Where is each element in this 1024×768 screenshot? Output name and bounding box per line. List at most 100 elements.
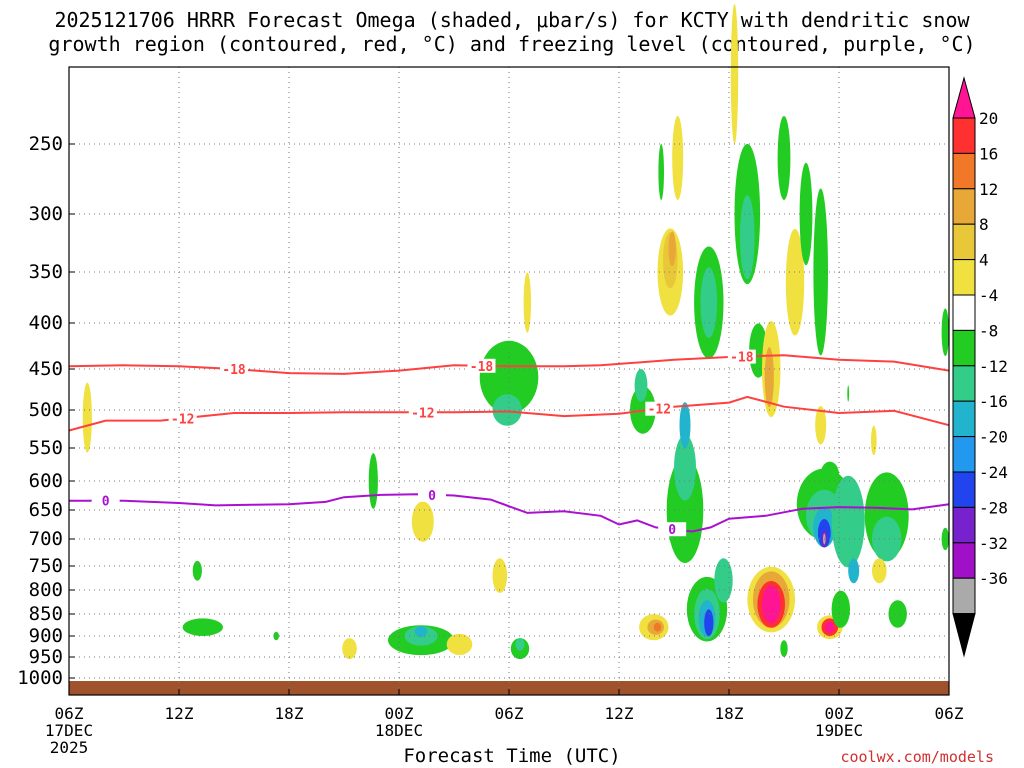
colorbar: 20 16 12 8 4 -4 -8 -12 -16 -20 -24 -28 -32 -36 bbox=[952, 76, 1008, 658]
omega-shade-64 bbox=[831, 475, 865, 568]
colorbar-label: -12 bbox=[979, 357, 1008, 376]
colorbar-bin bbox=[952, 152, 976, 190]
omega-shade-44 bbox=[762, 585, 781, 624]
y-tick-label: 300 bbox=[29, 203, 63, 225]
x-tick-label: 18Z bbox=[715, 704, 744, 723]
contour-label-bg bbox=[91, 493, 120, 508]
colorbar-label: 16 bbox=[979, 144, 998, 163]
colorbar-bin bbox=[952, 471, 976, 508]
colorbar-label: -8 bbox=[979, 321, 998, 340]
x-tick-label: 18Z bbox=[275, 704, 304, 723]
y-tick-label: 600 bbox=[29, 470, 63, 492]
omega-shade-22 bbox=[653, 622, 662, 632]
omega-shade-39 bbox=[740, 195, 755, 280]
x-tick-label: 12Z bbox=[605, 704, 634, 723]
omega-shade-63 bbox=[831, 590, 850, 628]
x-tick-label: 06Z bbox=[55, 704, 84, 723]
omega-shade-0 bbox=[82, 382, 92, 453]
y-tick-label: 450 bbox=[29, 358, 63, 380]
x-tick-label: 06Z bbox=[935, 704, 964, 723]
chart-title-line-2: growth region (contoured, red, °C) and f… bbox=[48, 32, 976, 56]
colorbar-label: -20 bbox=[979, 428, 1008, 447]
colorbar-bin bbox=[952, 259, 976, 296]
omega-shade-62 bbox=[820, 461, 839, 488]
omega-shade-11 bbox=[492, 558, 508, 593]
x-tick-label: 00Z bbox=[385, 704, 414, 723]
x-tick-label: 06Z bbox=[495, 704, 524, 723]
omega-shade-33 bbox=[704, 609, 714, 637]
colorbar-bin bbox=[952, 365, 976, 402]
omega-shade-29 bbox=[679, 402, 691, 449]
contour-label-dgz-12: -12 bbox=[648, 403, 671, 418]
credit-text: coolwx.com/models bbox=[840, 748, 994, 766]
omega-shade-4 bbox=[342, 638, 357, 660]
y-tick-label: 700 bbox=[29, 528, 63, 550]
omega-shade-5 bbox=[368, 453, 378, 509]
y-tick-label: 750 bbox=[29, 555, 63, 577]
omega-shade-2 bbox=[182, 618, 223, 636]
omega-shade-8 bbox=[414, 626, 428, 638]
x-tick-date: 19DEC bbox=[815, 721, 863, 740]
colorbar-label: 8 bbox=[979, 215, 989, 234]
contour-label-bg bbox=[220, 362, 248, 376]
omega-shade-9 bbox=[411, 501, 434, 542]
omega-shade-72 bbox=[941, 527, 949, 551]
colorbar-label: -24 bbox=[979, 463, 1008, 482]
contour-label-freezing-level: 0 bbox=[428, 489, 436, 504]
y-tick-label: 950 bbox=[29, 646, 63, 668]
colorbar-label: -36 bbox=[979, 569, 1008, 588]
omega-shade-49 bbox=[799, 162, 813, 266]
omega-shade-25 bbox=[668, 231, 676, 267]
x-tick-date: 18DEC bbox=[375, 721, 423, 740]
omega-shade-65 bbox=[848, 558, 860, 584]
contour-label-dgz-18: -18 bbox=[470, 360, 494, 375]
contour-label-freezing-level: 0 bbox=[102, 495, 110, 510]
omega-shade-73 bbox=[847, 385, 850, 402]
omega-shade-1 bbox=[192, 560, 202, 581]
omega-shade-61 bbox=[780, 640, 788, 657]
omega-shade-46 bbox=[764, 347, 774, 408]
omega-shade-71 bbox=[941, 308, 949, 357]
y-tick-label: 400 bbox=[29, 312, 63, 334]
omega-shade-10 bbox=[446, 633, 473, 656]
omega-shade-18 bbox=[634, 369, 648, 402]
colorbar-bottom-arrow bbox=[952, 613, 976, 658]
y-tick-label: 650 bbox=[29, 499, 63, 521]
colorbar-label: 4 bbox=[979, 251, 989, 270]
colorbar-bin bbox=[952, 542, 976, 579]
contour-label-dgz-12: -12 bbox=[411, 406, 434, 421]
y-tick-label: 800 bbox=[29, 579, 63, 601]
plot-area: -18 -18 -18 -12 -12 -12 0 0 0 250 300 350 400 450 500 5… bbox=[17, 4, 964, 757]
x-tick-label: 12Z bbox=[165, 704, 194, 723]
colorbar-label: 12 bbox=[979, 180, 998, 199]
x-axis-label: Forecast Time (UTC) bbox=[403, 745, 621, 767]
colorbar-bin bbox=[952, 223, 976, 261]
y-tick-label: 850 bbox=[29, 603, 63, 625]
chart-title-line-1: 2025121706 HRRR Forecast Omega (shaded, … bbox=[54, 8, 970, 32]
colorbar-bin bbox=[952, 294, 976, 331]
y-tick-label: 1000 bbox=[17, 667, 63, 689]
colorbar-bin bbox=[952, 577, 976, 615]
omega-shade-16 bbox=[523, 272, 531, 333]
omega-shade-67 bbox=[872, 516, 902, 562]
contour-label-bg bbox=[658, 522, 687, 537]
colorbar-bin bbox=[952, 117, 976, 154]
contour-label-dgz-18: -18 bbox=[730, 351, 754, 366]
omega-shade-19 bbox=[658, 144, 664, 200]
x-tick-label: 00Z bbox=[825, 704, 854, 723]
omega-shade-57 bbox=[815, 406, 827, 445]
colorbar-bin bbox=[952, 436, 976, 473]
omega-shade-26 bbox=[672, 116, 684, 200]
contour-label-bg bbox=[727, 349, 756, 364]
colorbar-label: 20 bbox=[979, 109, 998, 128]
contour-label-bg bbox=[168, 411, 197, 426]
y-tick-label: 250 bbox=[29, 133, 63, 155]
contour-label-bg bbox=[645, 401, 674, 416]
colorbar-label: -4 bbox=[979, 286, 998, 305]
omega-shade-60 bbox=[825, 621, 835, 633]
omega-shade-36 bbox=[714, 558, 733, 603]
omega-shade-56 bbox=[813, 188, 828, 356]
contour-label-bg bbox=[418, 487, 446, 502]
contour-freezing-level bbox=[69, 493, 950, 533]
